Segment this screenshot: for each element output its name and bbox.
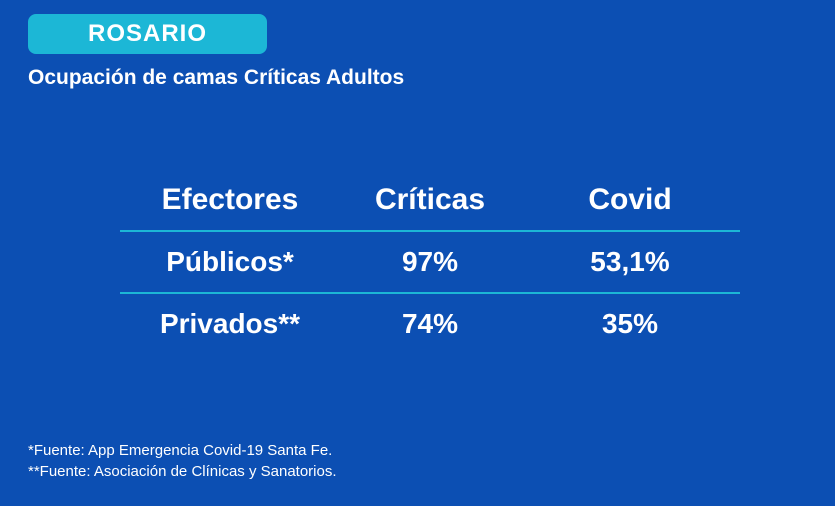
occupancy-table: Efectores Críticas Covid Públicos* 97% 5… xyxy=(120,170,740,354)
table-header-row: Efectores Críticas Covid xyxy=(120,170,740,230)
cell-privados-label: Privados** xyxy=(120,308,340,340)
header-criticas: Críticas xyxy=(340,183,520,217)
header-efectores: Efectores xyxy=(120,183,340,217)
cell-publicos-label: Públicos* xyxy=(120,246,340,278)
footnote-2: **Fuente: Asociación de Clínicas y Sanat… xyxy=(28,461,337,482)
table-row: Privados** 74% 35% xyxy=(120,294,740,354)
subtitle: Ocupación de camas Críticas Adultos xyxy=(28,66,404,90)
location-badge: ROSARIO xyxy=(28,14,267,54)
cell-publicos-criticas: 97% xyxy=(340,246,520,278)
cell-privados-covid: 35% xyxy=(520,308,740,340)
footnote-1: *Fuente: App Emergencia Covid-19 Santa F… xyxy=(28,440,337,461)
cell-privados-criticas: 74% xyxy=(340,308,520,340)
footnotes: *Fuente: App Emergencia Covid-19 Santa F… xyxy=(28,440,337,482)
header-covid: Covid xyxy=(520,183,740,217)
table-row: Públicos* 97% 53,1% xyxy=(120,232,740,292)
cell-publicos-covid: 53,1% xyxy=(520,246,740,278)
